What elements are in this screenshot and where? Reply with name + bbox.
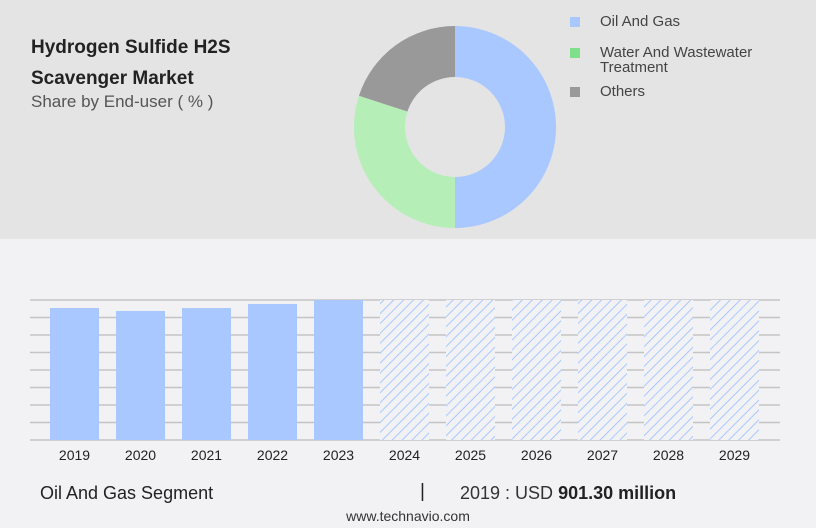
legend-swatch <box>570 48 580 58</box>
legend-item-oil-gas: Oil And Gas <box>570 14 816 29</box>
x-tick-label: 2022 <box>257 447 288 463</box>
x-tick-label: 2020 <box>125 447 156 463</box>
x-tick-label: 2027 <box>587 447 618 463</box>
bar-2023 <box>314 300 363 440</box>
chart-subtitle: Share by End-user ( % ) <box>31 92 214 111</box>
legend: Oil And Gas Water And Wastewater Treatme… <box>570 14 816 106</box>
x-tick-label: 2024 <box>389 447 420 463</box>
donut-chart <box>354 26 556 229</box>
year-label: 2019 : USD <box>460 483 554 503</box>
x-tick-label: 2023 <box>323 447 354 463</box>
x-tick-label: 2029 <box>719 447 750 463</box>
x-tick-label: 2025 <box>455 447 486 463</box>
bar-forecast-2028 <box>644 300 693 440</box>
source-url: www.technavio.com <box>346 508 470 524</box>
bar-2019 <box>50 308 99 440</box>
legend-label: Water And Wastewater Treatment <box>600 44 753 76</box>
bar-2022 <box>248 303 297 440</box>
bar-chart: 2019 2020 2021 2022 2023 2024 2025 2026 2027 2028… <box>30 299 780 463</box>
x-tick-label: 2019 <box>59 447 90 463</box>
bar-forecast-2026 <box>512 300 561 440</box>
x-tick-label: 2021 <box>191 447 222 463</box>
bar-forecast-2029 <box>710 300 759 440</box>
bar-forecast-2024 <box>380 300 429 440</box>
legend-label: Others <box>600 83 646 100</box>
legend-item-others: Others <box>570 84 816 99</box>
segment-label: Oil And Gas Segment <box>40 483 214 503</box>
bar-forecast-2025 <box>446 300 495 440</box>
chart-title: Hydrogen Sulfide H2S Scavenger Market <box>31 37 231 89</box>
donut-slice-0 <box>455 26 556 228</box>
legend-swatch <box>570 17 580 27</box>
donut-slice-2 <box>358 26 455 112</box>
segment-value: 2019 : USD 901.30 million <box>460 483 676 504</box>
bar-2021 <box>182 308 231 440</box>
separator: | <box>420 481 425 502</box>
value-text: 901.30 million <box>558 483 677 503</box>
bar-2020 <box>116 310 165 440</box>
x-tick-label: 2026 <box>521 447 552 463</box>
legend-item-water: Water And Wastewater Treatment <box>570 45 816 75</box>
bar-forecast-2027 <box>578 300 627 440</box>
legend-label: Oil And Gas <box>600 13 681 30</box>
legend-swatch <box>570 87 580 97</box>
x-tick-label: 2028 <box>653 447 684 463</box>
donut-slice-1 <box>354 95 455 229</box>
